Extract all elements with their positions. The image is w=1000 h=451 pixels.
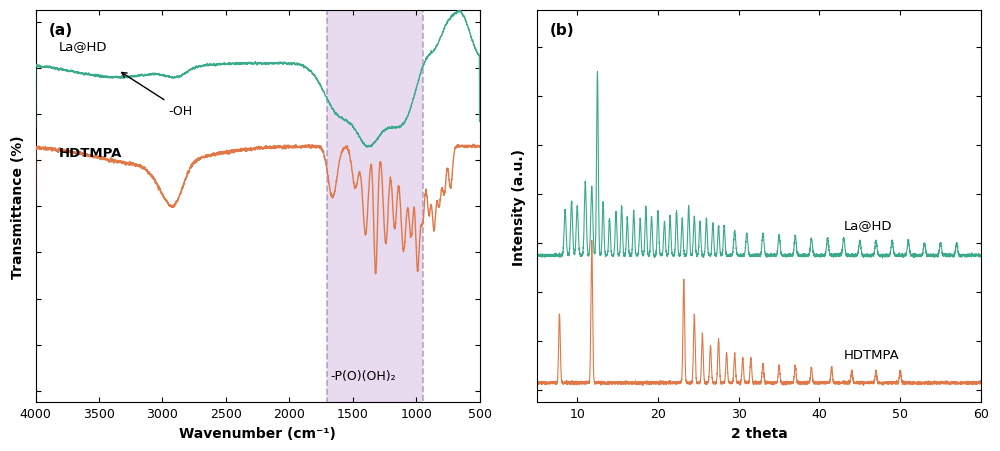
Text: HDTMPA: HDTMPA — [58, 146, 122, 159]
Text: -OH: -OH — [122, 74, 193, 118]
Text: (b): (b) — [550, 23, 575, 38]
Y-axis label: Intensity (a.u.): Intensity (a.u.) — [512, 148, 526, 265]
Bar — [327, 11, 423, 449]
X-axis label: 2 theta: 2 theta — [731, 426, 787, 440]
Text: HDTMPA: HDTMPA — [844, 349, 899, 362]
Text: (a): (a) — [49, 23, 73, 38]
Text: La@HD: La@HD — [58, 40, 107, 53]
Y-axis label: Transmittance (%): Transmittance (%) — [11, 135, 25, 278]
X-axis label: Wavenumber (cm⁻¹): Wavenumber (cm⁻¹) — [179, 426, 336, 440]
Text: La@HD: La@HD — [844, 219, 892, 232]
Text: -P(O)(OH)₂: -P(O)(OH)₂ — [330, 369, 396, 382]
